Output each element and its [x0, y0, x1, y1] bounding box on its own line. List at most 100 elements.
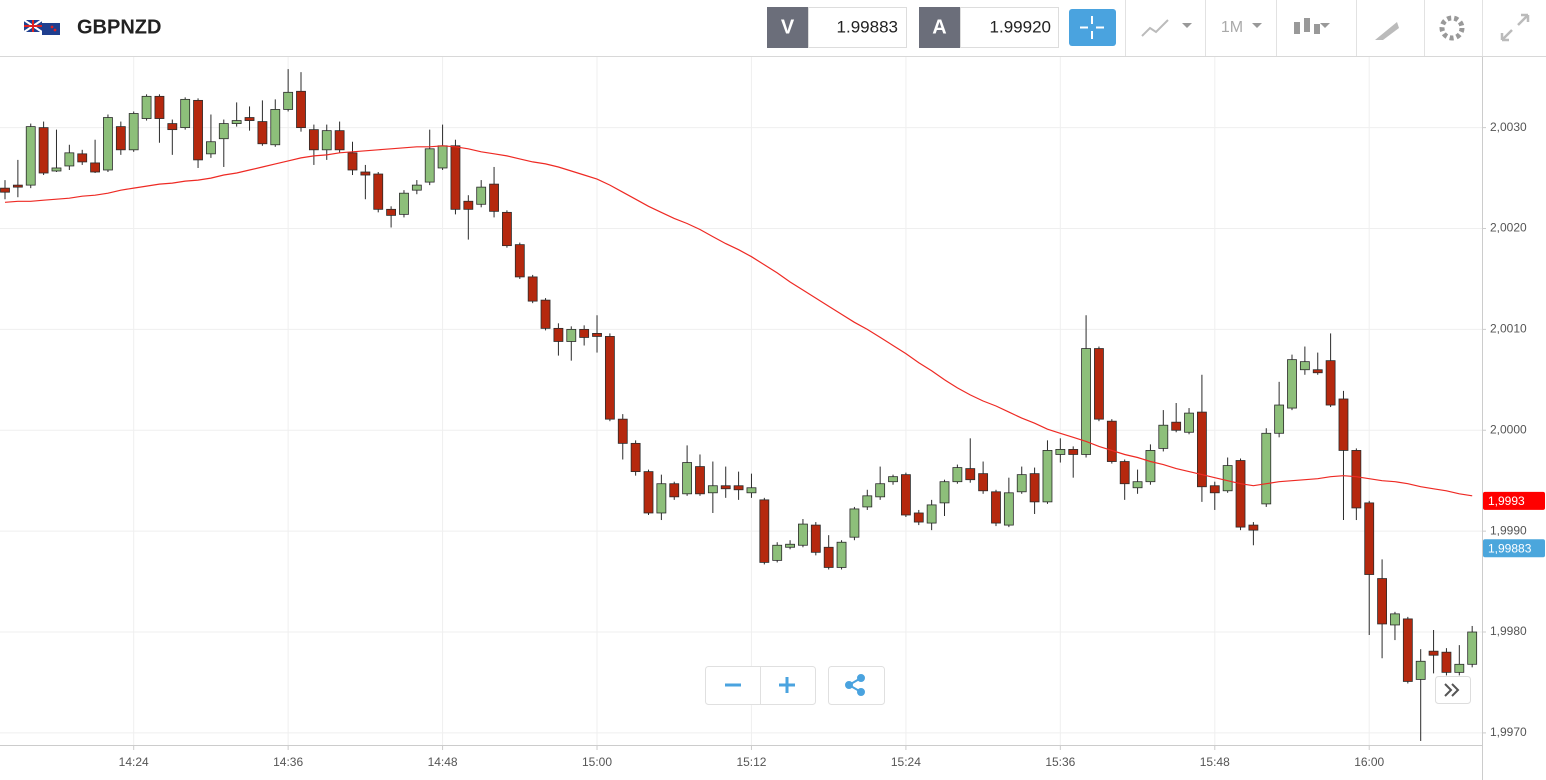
x-tick-label: 15:48 — [1200, 755, 1230, 769]
candle-body — [411, 184, 422, 191]
crosshair-button[interactable] — [1069, 9, 1116, 46]
buy-price[interactable]: 1.99920 — [990, 17, 1051, 36]
y-tick-label: 1,9990 — [1490, 523, 1527, 537]
candle-body — [1364, 502, 1375, 575]
candle-body — [695, 466, 705, 495]
x-tick-label: 16:00 — [1354, 755, 1384, 769]
candle-body — [798, 523, 808, 546]
sell-button[interactable] — [767, 7, 808, 48]
buy-price-box[interactable] — [960, 7, 1059, 48]
candle-body — [1299, 361, 1310, 371]
candle-body — [604, 336, 615, 420]
candle-body — [991, 491, 1001, 524]
candle-body — [656, 483, 667, 514]
candle-body — [579, 328, 590, 338]
candle-body — [103, 117, 113, 171]
candle-body — [1428, 650, 1439, 656]
x-tick-label: 15:24 — [891, 755, 921, 769]
price-marker — [1483, 539, 1545, 558]
candle-body — [424, 148, 435, 183]
candle-body — [643, 471, 654, 514]
candle-body — [939, 481, 950, 504]
candle-body — [25, 126, 36, 186]
candle-body — [1209, 485, 1220, 494]
x-tick-label: 14:48 — [428, 755, 458, 769]
candle-body — [592, 333, 602, 337]
candle-body — [257, 121, 268, 145]
toolbar: GBPNZD V 1.99883 A 1.99920 1M — [0, 0, 1546, 57]
candle-body — [1003, 492, 1014, 526]
candle-body — [1106, 420, 1117, 462]
candle-body — [1094, 348, 1104, 420]
fullscreen-button[interactable] — [1500, 13, 1530, 42]
y-tick-label: 2,0030 — [1490, 120, 1527, 134]
candle-body — [141, 95, 152, 119]
candle-body — [51, 167, 62, 172]
candle-body — [270, 109, 281, 146]
candle-body — [386, 208, 397, 216]
candle-body — [206, 141, 216, 155]
y-tick-label: 2,0000 — [1490, 422, 1527, 436]
scroll-end-button[interactable] — [1444, 683, 1460, 697]
buy-label[interactable]: A — [932, 16, 946, 38]
candle-body — [399, 192, 409, 215]
candle-body — [514, 244, 525, 278]
candle-body — [1119, 461, 1130, 485]
price-marker-label: 1,99883 — [1488, 541, 1532, 555]
timeframe-arrow[interactable] — [1252, 23, 1262, 28]
timeframe[interactable]: 1M — [1221, 19, 1243, 36]
candle-body — [540, 299, 551, 329]
candle-body — [566, 328, 577, 342]
candle-body — [1055, 449, 1066, 455]
candle-body — [849, 508, 860, 538]
sell-price[interactable]: 1.99883 — [837, 17, 898, 36]
x-tick-label: 15:00 — [582, 755, 612, 769]
candle-body — [875, 483, 886, 498]
candle-body — [308, 129, 319, 151]
draw-tool-button[interactable] — [1375, 22, 1399, 40]
candle-body — [0, 187, 10, 193]
x-tick-label: 15:12 — [736, 755, 766, 769]
sell-label[interactable]: V — [781, 16, 795, 38]
candle-body — [218, 123, 229, 140]
candle-body — [180, 98, 191, 129]
candle-body — [617, 418, 628, 444]
share-button[interactable] — [845, 674, 865, 696]
candle-body — [1235, 460, 1246, 528]
candle-body — [952, 467, 963, 483]
moving-average-line — [4, 145, 1473, 497]
candle-body — [720, 485, 731, 490]
candle-body — [1068, 449, 1079, 455]
settings-button[interactable] — [1439, 15, 1465, 41]
candle-body — [785, 543, 795, 548]
candle-body — [630, 442, 641, 473]
candle-body — [707, 485, 718, 494]
candle-body — [193, 99, 203, 161]
candle-body — [1222, 465, 1233, 492]
y-tick-label: 2,0010 — [1490, 322, 1527, 336]
candle-body — [926, 504, 937, 524]
candle-body — [502, 211, 512, 247]
candle-body — [1197, 411, 1207, 488]
candle-body — [489, 183, 499, 212]
candle-body — [1261, 432, 1272, 505]
candle-body — [888, 476, 898, 483]
price-marker-label: 1,9993 — [1488, 494, 1525, 508]
candle-body — [167, 123, 178, 131]
candle-body — [1029, 473, 1040, 503]
candle-body — [334, 130, 345, 151]
candle-body — [746, 487, 757, 494]
candle-body — [1338, 398, 1349, 451]
candle-body — [115, 126, 126, 151]
candle-body — [463, 200, 474, 210]
candle-body — [682, 462, 693, 495]
candle-body — [1325, 360, 1336, 406]
candle-style-button[interactable] — [1294, 18, 1330, 34]
chart-type-button[interactable] — [1141, 19, 1192, 37]
zoom-in-button[interactable] — [779, 677, 795, 693]
plot-area: 1,9970 1,9980 1,9990 2,0000 2,0010 2,0020 2,00… — [0, 57, 1527, 769]
sell-price-box[interactable] — [808, 7, 907, 48]
buy-button[interactable] — [919, 7, 960, 48]
symbol: GBPNZD — [77, 16, 161, 38]
candle-body — [1467, 631, 1478, 665]
